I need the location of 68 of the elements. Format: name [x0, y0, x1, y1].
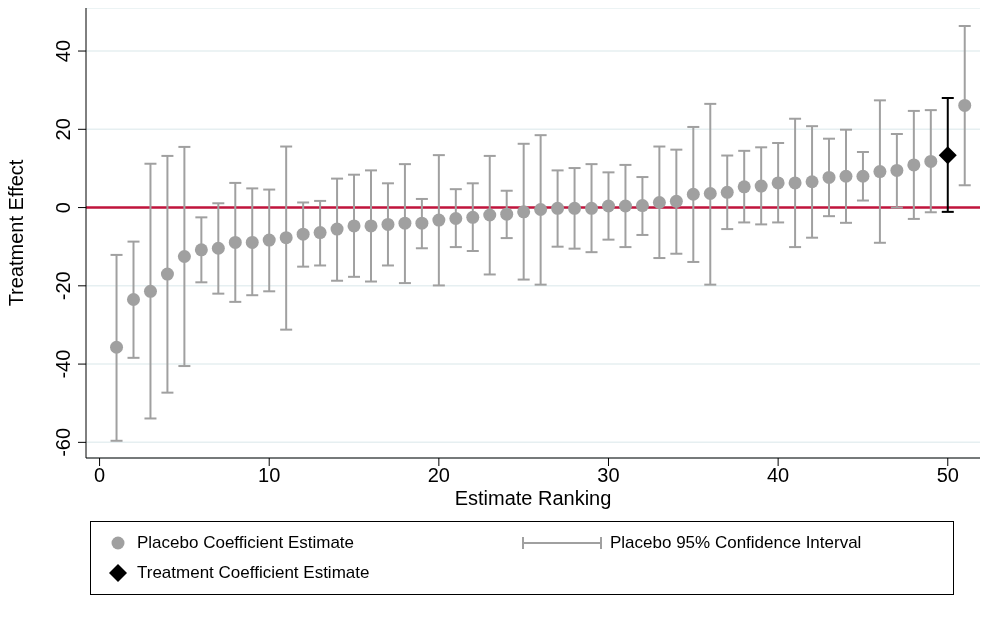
point [364, 219, 378, 233]
point [737, 180, 751, 194]
point [483, 208, 497, 222]
point [568, 201, 582, 215]
point [618, 199, 632, 213]
point [127, 293, 140, 307]
point [313, 226, 327, 240]
text: Placebo 95% Confidence Interval [609, 532, 863, 554]
point [635, 199, 649, 213]
x-axis-title: Estimate Ranking [454, 487, 612, 509]
point [177, 249, 191, 263]
point [211, 241, 225, 255]
point [500, 207, 514, 221]
y-tick-label: -40 [52, 349, 74, 379]
y-tick-label: 0 [52, 202, 74, 214]
point [143, 284, 157, 298]
x-tick-label: 30 [597, 464, 620, 487]
y-axis-title: Treatment Effect [5, 159, 28, 307]
legend-label: Treatment Coefficient Estimate [136, 562, 371, 584]
point [585, 201, 599, 215]
point [381, 217, 395, 231]
point [279, 231, 293, 245]
point [449, 212, 463, 226]
point [228, 235, 242, 249]
point [551, 201, 565, 215]
point [110, 340, 124, 354]
point [652, 195, 666, 209]
point [958, 98, 972, 112]
x-tick-label: 40 [767, 464, 790, 487]
point [517, 205, 531, 219]
y-tick-label: -60 [52, 427, 74, 457]
point [262, 233, 276, 247]
point [771, 176, 785, 190]
x-tick-label: 10 [258, 464, 281, 487]
point [839, 169, 853, 183]
point [432, 213, 446, 227]
point [720, 185, 734, 199]
point [805, 175, 819, 189]
point [534, 203, 548, 217]
point [398, 216, 412, 230]
point [856, 169, 870, 183]
point [601, 199, 615, 213]
legend-label: Placebo Coefficient Estimate [136, 532, 356, 554]
point [907, 158, 921, 172]
x-tick-label: 50 [936, 464, 959, 487]
point [754, 179, 768, 193]
point [160, 267, 174, 281]
point [890, 163, 904, 177]
point [822, 170, 836, 184]
point [873, 165, 887, 179]
point [938, 146, 957, 165]
point [788, 176, 802, 190]
y-tick-label: 20 [52, 118, 74, 141]
point [194, 243, 208, 257]
point [415, 216, 429, 230]
y-tick-label: 40 [52, 39, 74, 63]
point [347, 219, 361, 233]
y-tick-label: -20 [52, 271, 74, 301]
x-tick-label: 0 [94, 464, 106, 487]
point [245, 235, 259, 249]
point [669, 194, 683, 208]
point [296, 227, 310, 241]
point [686, 187, 700, 201]
point [924, 154, 938, 168]
point [466, 210, 480, 224]
x-tick-label: 20 [427, 464, 450, 487]
point [703, 186, 717, 200]
point [330, 222, 344, 236]
